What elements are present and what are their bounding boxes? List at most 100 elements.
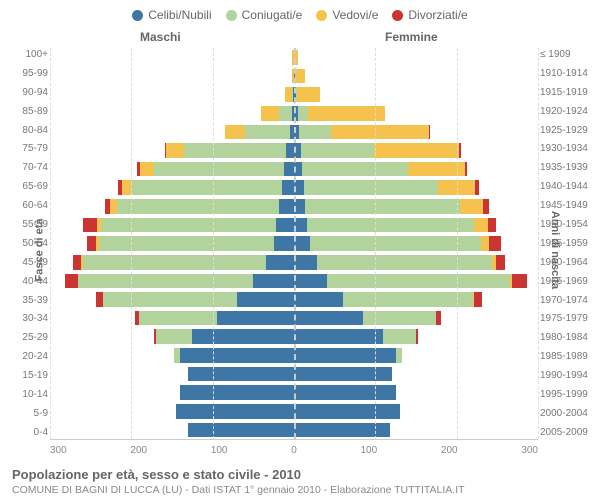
segment — [139, 311, 216, 326]
segment — [188, 423, 294, 438]
segment — [103, 292, 237, 307]
segment — [282, 180, 294, 195]
gridline — [538, 48, 539, 439]
birth-label: 1970-1974 — [540, 294, 590, 308]
x-axis: 3002001000100200300 — [50, 445, 538, 456]
segment — [294, 404, 400, 419]
segment — [294, 348, 396, 363]
plot — [50, 48, 538, 440]
age-label: 0-4 — [18, 426, 48, 440]
segment — [286, 143, 294, 158]
bar-female — [294, 404, 538, 419]
legend-item: Celibi/Nubili — [132, 8, 211, 22]
age-label: 85-89 — [18, 105, 48, 119]
segment — [294, 255, 317, 270]
birth-label: 1975-1979 — [540, 312, 590, 326]
segment — [416, 329, 418, 344]
x-tick: 100 — [361, 445, 378, 456]
bar-female — [294, 218, 538, 233]
segment — [253, 274, 294, 289]
segment — [512, 274, 527, 289]
segment — [279, 106, 291, 121]
segment — [304, 180, 438, 195]
birth-labels: ≤ 19091910-19141915-19191920-19241925-19… — [540, 48, 590, 440]
segment — [284, 162, 294, 177]
segment — [297, 87, 320, 102]
segment — [276, 218, 294, 233]
segment — [343, 292, 473, 307]
segment — [429, 125, 430, 140]
bar-female — [294, 292, 538, 307]
segment — [99, 236, 274, 251]
birth-label: 1930-1934 — [540, 142, 590, 156]
segment — [301, 143, 374, 158]
age-labels: 100+95-9990-9485-8980-8475-7970-7465-696… — [18, 48, 48, 440]
legend-swatch — [132, 10, 143, 21]
segment — [294, 274, 327, 289]
bar-male — [50, 255, 294, 270]
bar-male — [50, 162, 294, 177]
age-label: 55-59 — [18, 218, 48, 232]
bar-male — [50, 180, 294, 195]
bar-male — [50, 143, 294, 158]
segment — [298, 106, 308, 121]
bar-male — [50, 311, 294, 326]
bar-male — [50, 423, 294, 438]
bar-female — [294, 87, 538, 102]
segment — [481, 236, 489, 251]
age-label: 5-9 — [18, 407, 48, 421]
segment — [184, 143, 286, 158]
bar-male — [50, 199, 294, 214]
segment — [245, 125, 290, 140]
bar-female — [294, 50, 538, 65]
x-tick: 300 — [50, 445, 67, 456]
age-label: 100+ — [18, 48, 48, 62]
birth-label: 1960-1964 — [540, 256, 590, 270]
birth-label: 1935-1939 — [540, 161, 590, 175]
segment — [87, 236, 97, 251]
segment — [383, 329, 416, 344]
segment — [436, 311, 441, 326]
birth-label: 1980-1984 — [540, 331, 590, 345]
x-tick: 100 — [211, 445, 228, 456]
birth-label: 2000-2004 — [540, 407, 590, 421]
age-label: 70-74 — [18, 161, 48, 175]
segment — [274, 236, 294, 251]
gridline — [375, 48, 376, 439]
age-label: 90-94 — [18, 86, 48, 100]
segment — [237, 292, 294, 307]
birth-label: 1955-1959 — [540, 237, 590, 251]
legend-label: Vedovi/e — [332, 8, 378, 22]
segment — [180, 348, 294, 363]
bar-female — [294, 311, 538, 326]
segment — [73, 255, 81, 270]
birth-label: 2005-2009 — [540, 426, 590, 440]
segment — [459, 143, 461, 158]
segment — [192, 329, 294, 344]
bar-male — [50, 348, 294, 363]
segment — [156, 329, 193, 344]
bar-male — [50, 236, 294, 251]
legend-label: Celibi/Nubili — [148, 8, 211, 22]
segment — [363, 311, 436, 326]
x-tick: 300 — [521, 445, 538, 456]
footer-subtitle: COMUNE DI BAGNI DI LUCCA (LU) - Dati IST… — [12, 484, 588, 496]
birth-label: 1965-1969 — [540, 275, 590, 289]
segment — [83, 218, 98, 233]
age-label: 65-69 — [18, 180, 48, 194]
segment — [374, 143, 459, 158]
bar-male — [50, 87, 294, 102]
birth-label: 1950-1954 — [540, 218, 590, 232]
segment — [307, 218, 474, 233]
segment — [396, 348, 403, 363]
bar-female — [294, 69, 538, 84]
segment — [294, 292, 343, 307]
segment — [310, 236, 481, 251]
segment — [266, 255, 294, 270]
segment — [166, 143, 184, 158]
legend-swatch — [226, 10, 237, 21]
male-title: Maschi — [140, 30, 181, 44]
age-label: 45-49 — [18, 256, 48, 270]
segment — [474, 218, 489, 233]
segment — [279, 199, 294, 214]
